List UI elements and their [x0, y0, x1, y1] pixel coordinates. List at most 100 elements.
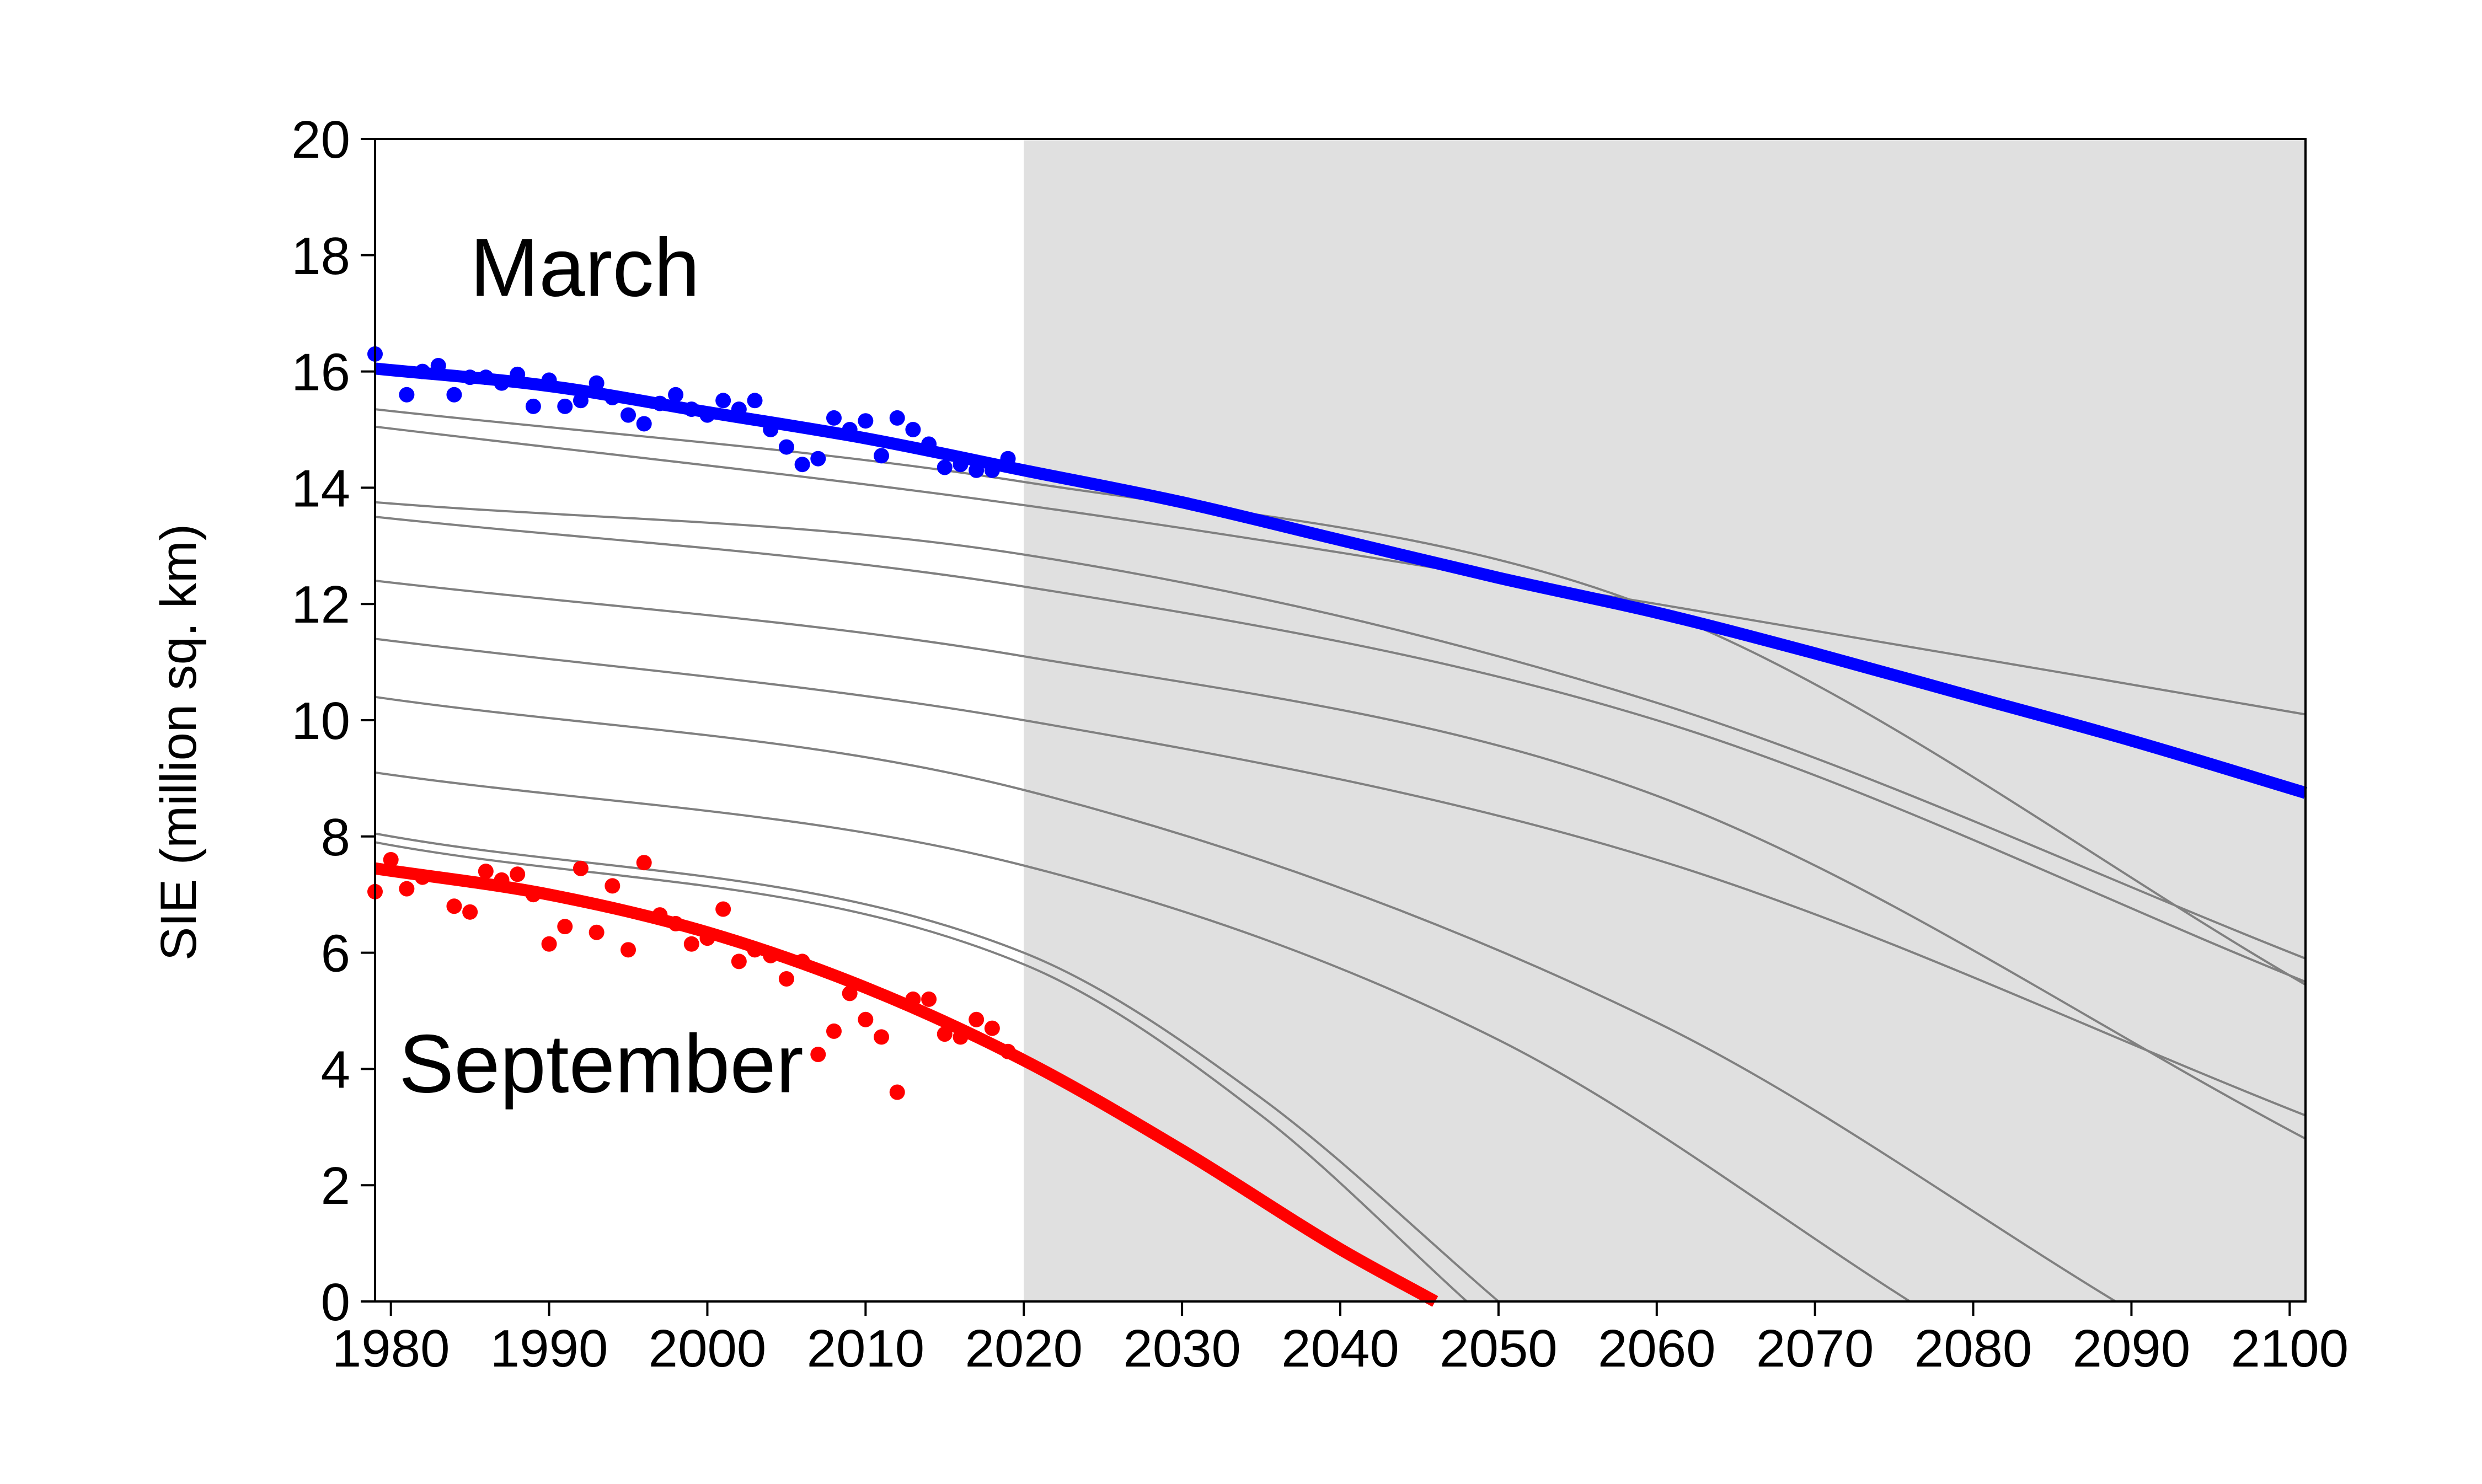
- march-observed-point: [731, 401, 747, 417]
- ensemble-projection-lines: [375, 408, 2307, 1303]
- september-observed-point: [778, 971, 794, 987]
- march-observed-point: [1000, 451, 1016, 467]
- september-observed-point: [937, 1026, 953, 1042]
- ensemble-line-4: [375, 516, 2306, 983]
- september-observed-point: [889, 1084, 905, 1100]
- y-tick-label: 6: [321, 924, 350, 983]
- x-tick-label: 1990: [490, 1319, 608, 1378]
- september-observed-point: [605, 878, 620, 894]
- march-observed-point: [889, 410, 905, 426]
- march-observed-point: [510, 366, 526, 382]
- september-observed-point: [826, 1023, 842, 1039]
- september-observed-point: [731, 953, 747, 969]
- march-observed-point: [778, 439, 794, 455]
- march-observed-point: [399, 387, 415, 403]
- march-observed-point: [874, 448, 890, 464]
- march-observed-point: [478, 369, 494, 385]
- march-observed-point: [747, 393, 763, 409]
- september-observed-point: [399, 881, 415, 897]
- y-axis: 0 2 4 6 8 10 12 14 16 18 20: [291, 110, 375, 1332]
- march-observed-point: [605, 390, 620, 406]
- x-axis: 1980 1990 2000 2010 2020 2030 2040 2050 2060 2070…: [332, 1301, 2349, 1378]
- march-observed-point: [557, 398, 573, 414]
- september-observed-point: [557, 919, 573, 935]
- x-tick-label: 1980: [332, 1319, 450, 1378]
- x-tick-label: 2060: [1598, 1319, 1716, 1378]
- observed-data-points: [367, 346, 1016, 1100]
- september-observed-point: [589, 924, 605, 940]
- september-observed-point: [510, 866, 526, 882]
- march-observed-point: [494, 375, 510, 391]
- x-tick-label: 2090: [2073, 1319, 2191, 1378]
- march-observed-point: [905, 422, 921, 437]
- september-observed-point: [462, 904, 478, 920]
- september-observed-point: [763, 947, 779, 963]
- september-observed-point: [794, 953, 810, 969]
- march-observed-point: [620, 407, 636, 423]
- march-observed-point: [589, 375, 605, 391]
- ensemble-line-1: [375, 408, 2307, 986]
- march-observed-point: [969, 462, 985, 478]
- september-observed-point: [1000, 1043, 1016, 1059]
- september-observed-point: [383, 851, 399, 867]
- x-tick-label: 2040: [1281, 1319, 1399, 1378]
- march-observed-point: [858, 413, 874, 429]
- september-observed-point: [620, 942, 636, 958]
- x-tick-label: 2020: [965, 1319, 1083, 1378]
- ensemble-line-6: [375, 637, 2306, 1117]
- march-observed-point: [810, 451, 826, 467]
- y-tick-label: 16: [291, 343, 350, 402]
- march-observed-point: [462, 369, 478, 385]
- x-tick-label: 2080: [1914, 1319, 2032, 1378]
- y-tick-label: 0: [321, 1273, 350, 1332]
- y-tick-label: 12: [291, 575, 350, 634]
- y-tick-label: 4: [321, 1040, 350, 1099]
- y-tick-label: 14: [291, 459, 350, 518]
- y-tick-label: 18: [291, 227, 350, 286]
- september-observed-point: [747, 942, 763, 958]
- march-observed-point: [953, 457, 969, 473]
- september-observed-point: [984, 1020, 1000, 1036]
- march-observed-point: [794, 457, 810, 473]
- september-observed-point: [715, 901, 731, 917]
- y-tick-label: 10: [291, 692, 350, 751]
- september-observed-point: [683, 936, 699, 952]
- x-tick-label: 2030: [1123, 1319, 1241, 1378]
- march-observed-point: [826, 410, 842, 426]
- march-observed-point: [525, 398, 541, 414]
- ensemble-line-9: [375, 832, 1500, 1303]
- march-observed-point: [446, 387, 462, 403]
- annotations: March September: [399, 221, 804, 1110]
- ensemble-line-7: [375, 695, 2116, 1303]
- september-observed-point: [415, 869, 431, 885]
- march-observed-point: [715, 393, 731, 409]
- september-observed-point: [874, 1029, 890, 1045]
- y-tick-label: 2: [321, 1156, 350, 1215]
- march-observed-point: [430, 358, 446, 374]
- september-observed-point: [573, 860, 589, 876]
- september-trend-line: [374, 862, 1438, 1307]
- september-observed-point: [969, 1011, 985, 1027]
- y-axis-title: SIE (million sq. km): [151, 524, 207, 961]
- september-observed-point: [478, 864, 494, 880]
- september-observed-point: [953, 1029, 969, 1045]
- y-tick-label: 20: [291, 110, 350, 169]
- september-observed-point: [668, 915, 684, 931]
- march-observed-point: [668, 387, 684, 403]
- march-observed-point: [573, 393, 589, 409]
- march-observed-point: [921, 436, 937, 452]
- x-tick-label: 2000: [649, 1319, 767, 1378]
- march-observed-point: [763, 422, 779, 437]
- september-observed-point: [842, 985, 858, 1001]
- september-observed-point: [858, 1011, 874, 1027]
- march-observed-point: [636, 416, 652, 432]
- september-observed-point: [525, 887, 541, 903]
- march-observed-point: [699, 407, 715, 423]
- x-tick-label: 2100: [2231, 1319, 2349, 1378]
- march-observed-point: [683, 401, 699, 417]
- x-tick-label: 2050: [1440, 1319, 1558, 1378]
- ensemble-line-2: [375, 425, 2306, 716]
- annotation-september: September: [399, 1017, 804, 1110]
- september-observed-point: [810, 1047, 826, 1063]
- ensemble-line-5: [375, 580, 2306, 1140]
